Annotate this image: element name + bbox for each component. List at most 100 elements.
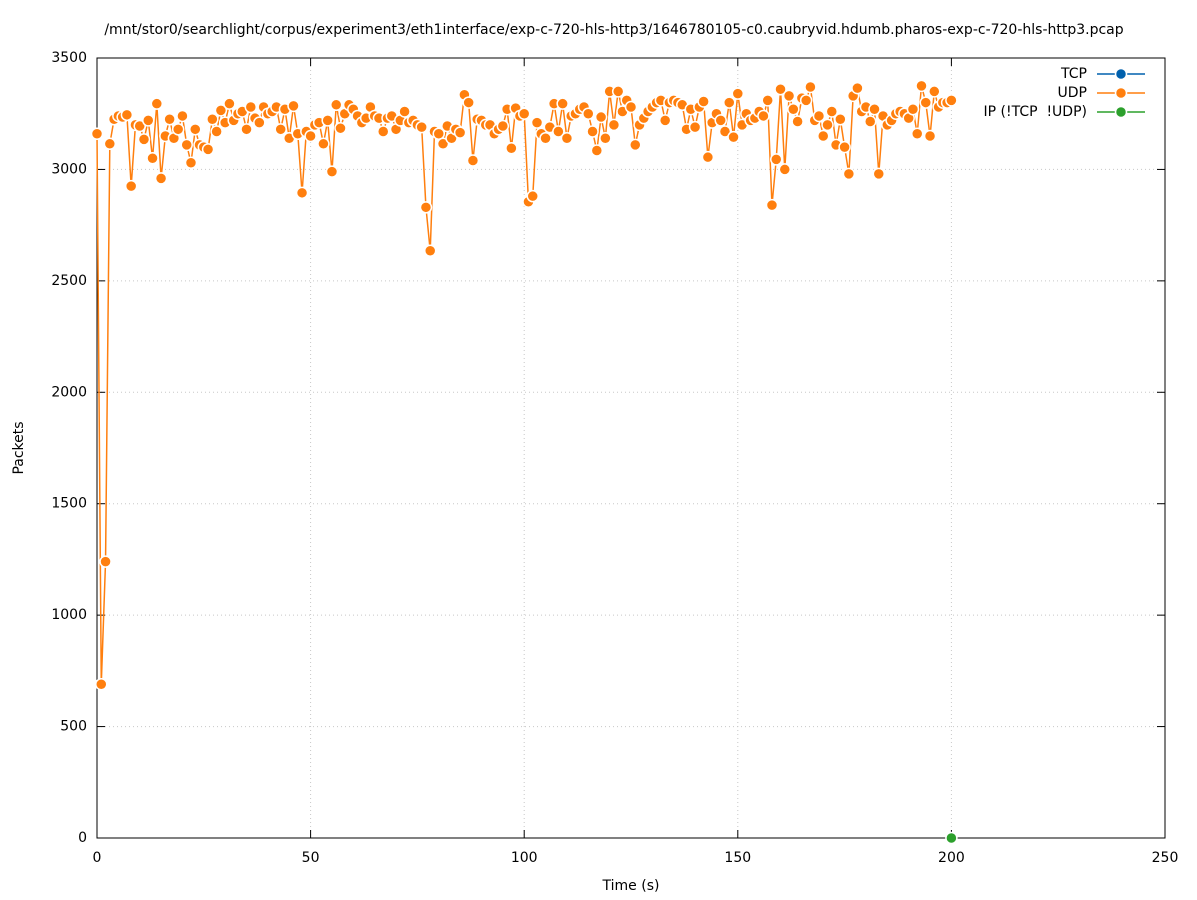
data-point xyxy=(398,105,411,118)
data-point xyxy=(287,99,300,113)
data-point xyxy=(423,244,437,258)
data-point xyxy=(834,113,847,126)
data-point xyxy=(462,96,475,109)
legend-swatch-point xyxy=(1114,105,1128,119)
data-point xyxy=(697,95,710,108)
data-point xyxy=(240,123,253,136)
data-point xyxy=(816,129,830,143)
data-point xyxy=(599,131,612,145)
data-point xyxy=(868,103,881,116)
data-point xyxy=(919,96,933,109)
data-point xyxy=(171,123,185,136)
data-point xyxy=(436,137,450,151)
y-axis-label: Packets xyxy=(11,421,27,474)
data-point xyxy=(731,87,745,100)
data-point xyxy=(530,116,544,129)
data-point xyxy=(206,113,219,126)
x-tick-label: 50 xyxy=(302,850,320,866)
data-point xyxy=(945,94,958,107)
data-point xyxy=(466,154,480,167)
data-point xyxy=(321,114,334,127)
data-point xyxy=(688,120,702,134)
data-point xyxy=(774,82,787,96)
data-point xyxy=(761,94,774,107)
data-point xyxy=(804,80,817,94)
data-point xyxy=(821,118,834,132)
data-point xyxy=(419,201,433,214)
data-point xyxy=(295,186,309,200)
data-point xyxy=(120,108,134,122)
y-tick-label: 500 xyxy=(60,719,87,735)
data-point xyxy=(517,107,531,120)
data-point xyxy=(329,98,343,112)
legend-swatch-point xyxy=(1114,67,1128,81)
y-tick-label: 0 xyxy=(78,830,87,846)
data-point xyxy=(658,114,672,127)
legend-label: IP (!TCP !UDP) xyxy=(984,104,1088,120)
y-tick-label: 2000 xyxy=(51,384,87,400)
data-point xyxy=(223,97,236,110)
data-point xyxy=(624,100,638,114)
data-point xyxy=(505,142,518,155)
data-point xyxy=(757,109,770,123)
data-point xyxy=(842,167,856,181)
data-point xyxy=(945,831,958,845)
x-axis-label: Time (s) xyxy=(602,878,660,894)
data-point xyxy=(590,144,604,157)
data-point xyxy=(103,137,117,151)
data-point xyxy=(701,150,715,164)
data-point xyxy=(274,123,287,136)
y-tick-label: 3500 xyxy=(51,50,87,66)
data-point xyxy=(851,81,864,95)
chart-title: /mnt/stor0/searchlight/corpus/experiment… xyxy=(104,22,1123,38)
data-point xyxy=(150,97,164,110)
data-point xyxy=(872,167,886,181)
y-tick-label: 1000 xyxy=(51,607,87,623)
x-tick-label: 150 xyxy=(724,850,751,866)
data-point xyxy=(910,127,924,141)
data-point xyxy=(180,138,193,152)
x-tick-label: 250 xyxy=(1152,850,1179,866)
data-point xyxy=(799,94,813,107)
data-point xyxy=(376,125,390,138)
data-point xyxy=(552,125,565,138)
data-point xyxy=(915,79,928,93)
data-point xyxy=(415,120,428,134)
data-point xyxy=(90,127,104,141)
data-point xyxy=(137,133,151,146)
data-point xyxy=(201,143,215,156)
data-point xyxy=(184,156,198,169)
data-point xyxy=(142,114,155,127)
data-point xyxy=(923,129,937,143)
data-point xyxy=(133,119,146,133)
data-point xyxy=(210,125,223,138)
data-point xyxy=(539,131,552,145)
y-tick-label: 1500 xyxy=(51,496,87,512)
data-point xyxy=(334,121,347,135)
data-point xyxy=(496,119,510,133)
data-point xyxy=(214,104,228,117)
data-point xyxy=(714,114,727,127)
data-point xyxy=(453,126,467,139)
data-point xyxy=(594,110,608,124)
data-point xyxy=(723,96,736,109)
x-tick-label: 200 xyxy=(938,850,965,866)
data-point xyxy=(607,118,621,132)
data-point xyxy=(146,152,159,165)
data-point xyxy=(812,109,826,123)
data-point xyxy=(782,89,796,103)
legend-swatch-point xyxy=(1114,86,1128,100)
data-point xyxy=(863,115,877,128)
x-tick-label: 100 xyxy=(511,850,538,866)
data-point xyxy=(526,189,539,203)
data-point xyxy=(611,85,625,98)
data-point xyxy=(906,103,920,116)
data-point xyxy=(765,198,779,212)
data-point xyxy=(778,163,792,176)
data-point xyxy=(838,140,851,154)
data-point xyxy=(582,107,595,120)
data-point xyxy=(769,153,783,166)
data-point xyxy=(928,85,941,98)
data-point xyxy=(176,109,189,123)
